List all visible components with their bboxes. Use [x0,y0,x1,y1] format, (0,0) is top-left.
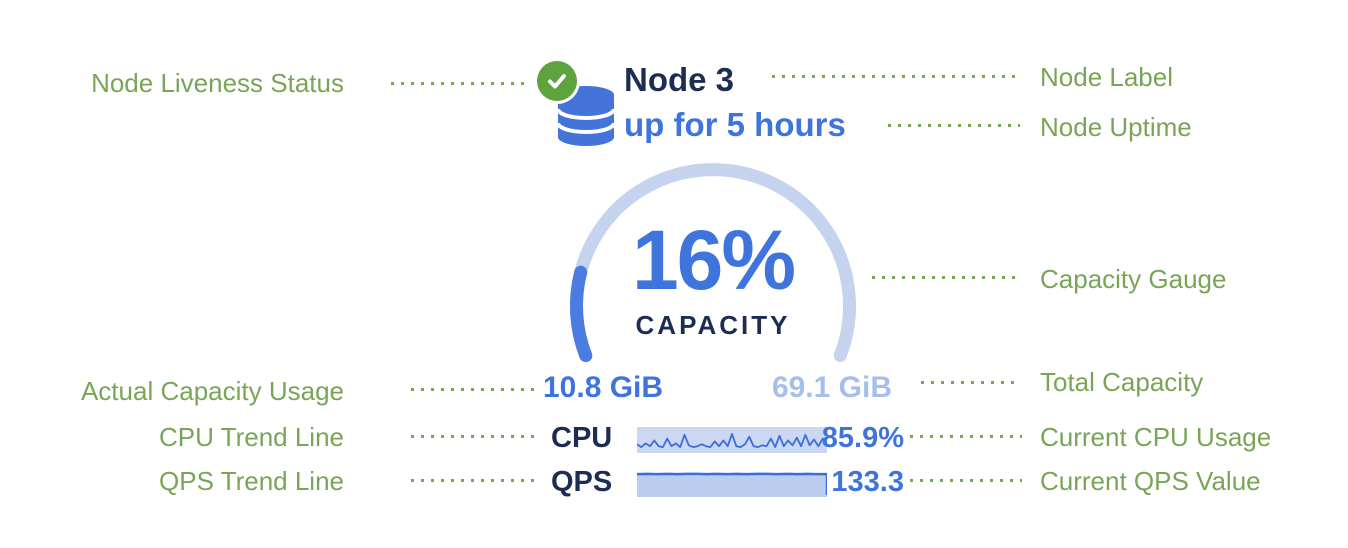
leader-line-node-label [772,75,1020,78]
leader-line-actual-capacity-usage [411,388,537,391]
qps-sparkline [637,472,827,497]
annotation-label-actual-capacity-usage: Actual Capacity Usage [80,376,344,406]
annotation-label-total-capacity: Total Capacity [1040,367,1204,397]
annotation-label-current-cpu-usage: Current CPU Usage [1040,422,1272,452]
leader-line-cpu-trend-line [411,435,537,438]
annotation-label-cpu-trend-line: CPU Trend Line [159,422,344,452]
qps-label: QPS [551,466,613,498]
annotation-label-current-qps-value: Current QPS Value [1040,466,1261,496]
annotation-label-node-label: Node Label [1040,62,1173,92]
total-capacity-value: 69.1 GiB [771,371,892,404]
annotation-label-node-uptime: Node Uptime [1040,112,1192,142]
used-capacity-value: 10.8 GiB [543,371,664,404]
leader-line-qps-trend-line [411,479,537,482]
cpu-value: 85.9% [821,422,904,454]
annotation-label-qps-trend-line: QPS Trend Line [159,466,344,496]
cpu-label: CPU [551,422,613,454]
gauge-fill-arc [570,265,593,363]
cpu-sparkline [637,427,827,453]
qps-value: 133.3 [831,466,904,498]
annotation-label-node-liveness-status: Node Liveness Status [91,68,344,98]
capacity-gauge [570,163,856,363]
leader-line-capacity-gauge [872,276,1022,279]
node-liveness-check-icon [537,61,577,101]
node-name: Node 3 [624,61,735,98]
leader-line-current-cpu-usage [910,435,1022,438]
leader-line-node-liveness-status [391,82,528,85]
capacity-title: CAPACITY [635,310,791,340]
annotation-label-capacity-gauge: Capacity Gauge [1040,264,1227,294]
leader-line-node-uptime [888,124,1020,127]
database-icon [556,86,616,146]
leader-line-current-qps-value [910,479,1022,482]
leader-line-total-capacity [921,381,1021,384]
capacity-percent: 16% [631,213,796,307]
node-uptime: up for 5 hours [624,106,846,143]
check-icon [548,74,566,89]
